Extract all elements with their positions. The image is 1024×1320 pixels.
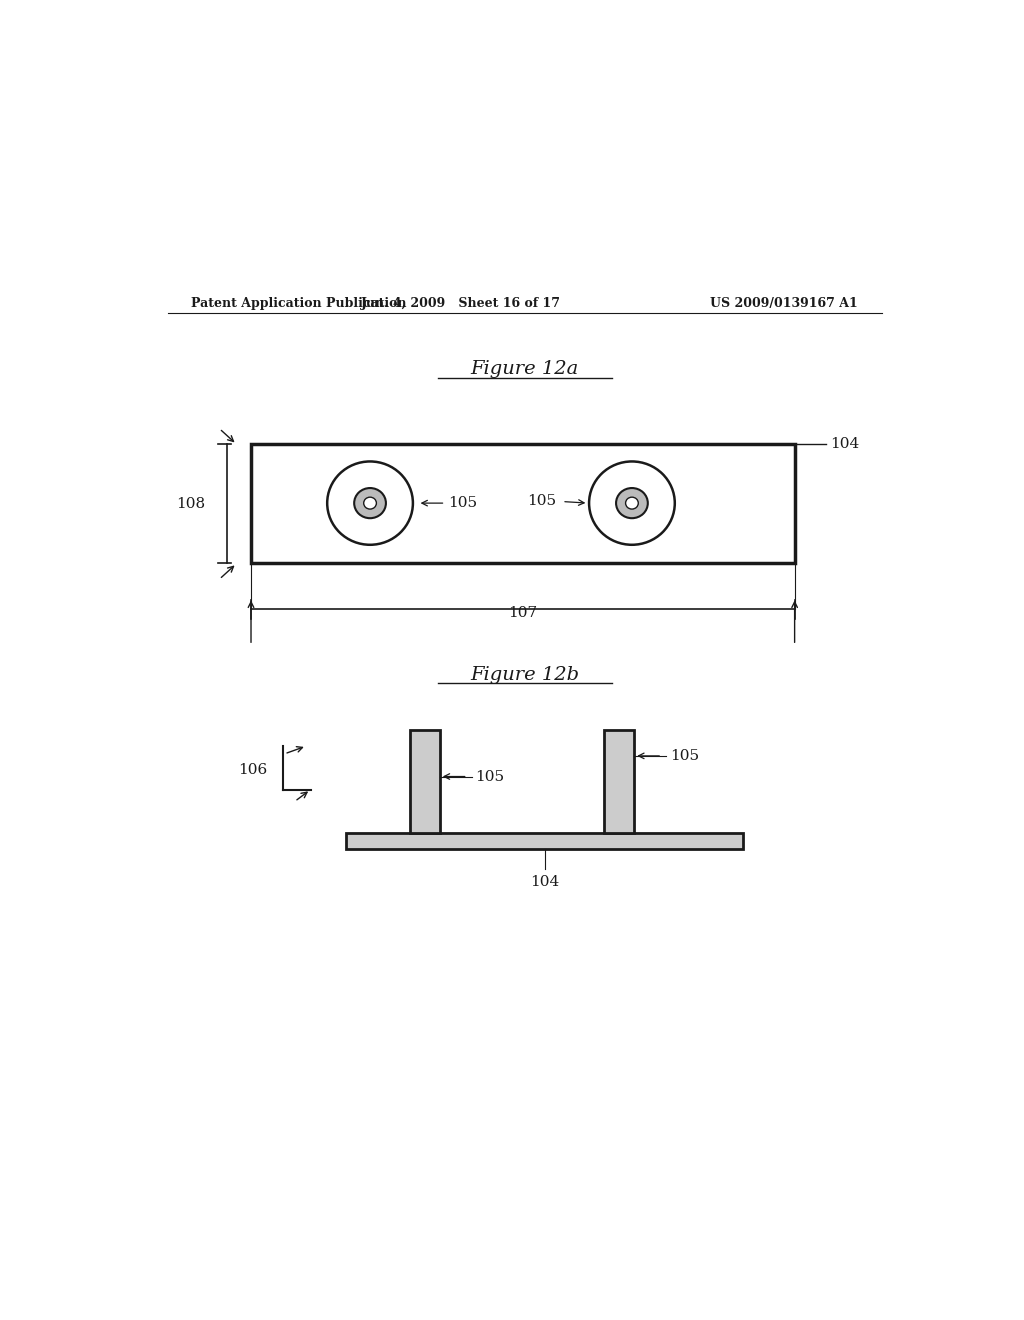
Text: Figure 12a: Figure 12a	[471, 360, 579, 378]
Ellipse shape	[626, 498, 638, 510]
Text: 105: 105	[670, 748, 699, 763]
Text: US 2009/0139167 A1: US 2009/0139167 A1	[711, 297, 858, 310]
Text: Figure 12b: Figure 12b	[470, 665, 580, 684]
Text: Patent Application Publication: Patent Application Publication	[191, 297, 407, 310]
Text: 105: 105	[527, 494, 557, 508]
Text: 104: 104	[830, 437, 859, 451]
Text: 107: 107	[508, 606, 538, 619]
Text: 104: 104	[530, 875, 559, 890]
Ellipse shape	[589, 462, 675, 545]
Ellipse shape	[616, 488, 648, 519]
Bar	[346, 833, 743, 849]
Text: 105: 105	[447, 496, 477, 510]
Bar	[251, 445, 795, 564]
Text: Jun. 4, 2009   Sheet 16 of 17: Jun. 4, 2009 Sheet 16 of 17	[361, 297, 561, 310]
Text: 108: 108	[176, 496, 205, 511]
Text: 106: 106	[238, 763, 267, 776]
Ellipse shape	[354, 488, 386, 519]
Text: 105: 105	[475, 770, 505, 784]
Ellipse shape	[328, 462, 413, 545]
Bar	[604, 730, 634, 833]
Ellipse shape	[364, 498, 377, 510]
Bar	[410, 730, 440, 833]
